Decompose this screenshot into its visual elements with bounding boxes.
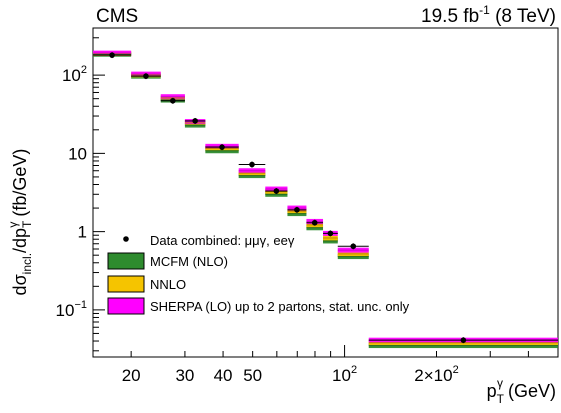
y-tick-label: 1 (78, 223, 87, 242)
data-point (350, 243, 357, 250)
x-axis-title: pTγ (GeV) (487, 376, 556, 406)
x-tick-label: 20 (122, 366, 141, 385)
legend-swatch-mcfm (107, 252, 145, 270)
legend-label-sherpa: SHERPA (LO) up to 2 partons, stat. unc. … (150, 299, 410, 314)
y-tick-label: 10 (68, 144, 87, 163)
data-point (192, 118, 198, 124)
data-point (219, 144, 225, 150)
legend-label-mcfm: MCFM (NLO) (150, 254, 228, 269)
luminosity-value: 19.5 fb (421, 6, 479, 27)
x-tick-label: 40 (214, 366, 233, 385)
legend-label-data: Data combined: μμγ, eeγ (150, 233, 295, 248)
data-point (143, 73, 149, 79)
legend-data-marker (123, 236, 129, 242)
legend-label-nnlo: NNLO (150, 277, 186, 292)
data-point (460, 337, 467, 343)
luminosity-label: 19.5 fb-1 (8 TeV) (421, 3, 556, 27)
luminosity-exponent: -1 (479, 3, 490, 17)
y-tick-label: 10−1 (56, 299, 87, 320)
legend: Data combined: μμγ, eeγ MCFM (NLO) NNLO SHE… (107, 233, 410, 315)
legend-swatch-nnlo (107, 275, 145, 293)
plot-frame (92, 27, 559, 358)
y-tick-label: 102 (62, 64, 87, 85)
data-point (109, 52, 115, 58)
data-point (170, 97, 176, 104)
data-point (327, 230, 334, 237)
y-axis-title: dσincl./dpTγ (fb/GeV) (6, 149, 34, 296)
data-point (273, 188, 280, 194)
energy-label: (8 TeV) (490, 6, 556, 27)
x-tick-label: 50 (243, 366, 262, 385)
data-point (249, 161, 255, 168)
cms-label: CMS (96, 6, 138, 27)
data-point (294, 207, 300, 213)
x-tick-label: 2×102 (414, 364, 458, 385)
x-tick-label: 102 (332, 364, 357, 385)
x-tick-label: 30 (175, 366, 194, 385)
data-point (311, 219, 318, 226)
legend-swatch-sherpa (107, 297, 145, 315)
plot-area: 20 30 40 50 102 2×102 10−1 1 10 102 (56, 27, 559, 385)
